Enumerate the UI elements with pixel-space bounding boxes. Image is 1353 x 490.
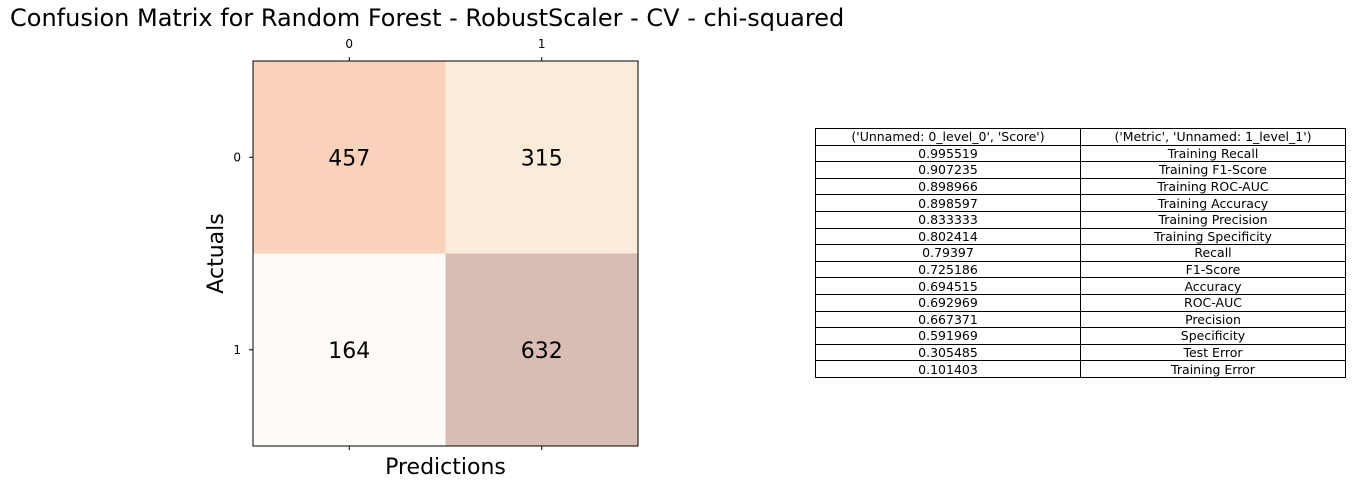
cell-value-label: 164 <box>328 339 370 364</box>
score-cell: 0.692969 <box>815 293 1081 312</box>
table-header-row: ('Unnamed: 0_level_0', 'Score') ('Metric… <box>815 128 1346 146</box>
score-cell: 0.995519 <box>815 144 1081 163</box>
matrix-cell <box>253 61 446 254</box>
table-row: 0.692969 ROC-AUC <box>815 293 1346 312</box>
confusion-matrix: 457 315 164 632 0 1 0 1 Predictions Actuals <box>204 37 639 480</box>
table-row: 0.898597 Training Accuracy <box>815 194 1346 212</box>
table-header-metric: ('Metric', 'Unnamed: 1_level_1') <box>1080 128 1346 146</box>
table-row: 0.305485 Test Error <box>815 343 1346 362</box>
metric-cell: Training Precision <box>1080 210 1346 229</box>
table-row: 0.907235 Training F1-Score <box>815 161 1346 179</box>
table-row: 0.802414 Training Specificity <box>815 227 1346 246</box>
matrix-frame <box>252 60 639 447</box>
score-cell: 0.802414 <box>815 227 1081 246</box>
table-row: 0.833333 Training Precision <box>815 210 1346 229</box>
score-cell: 0.79397 <box>815 244 1081 262</box>
score-cell: 0.101403 <box>815 360 1081 378</box>
cell-value-label: 315 <box>521 146 563 171</box>
x-tick-label: 0 <box>345 37 353 51</box>
metric-cell: Specificity <box>1080 327 1346 345</box>
metric-cell: F1-Score <box>1080 260 1346 279</box>
matrix-cell <box>445 61 638 254</box>
metric-cell: ROC-AUC <box>1080 293 1346 312</box>
score-cell: 0.898966 <box>815 177 1081 196</box>
table-row: 0.898966 Training ROC-AUC <box>815 177 1346 196</box>
x-tick-label: 1 <box>538 37 546 51</box>
table-header-score: ('Unnamed: 0_level_0', 'Score') <box>815 128 1081 146</box>
score-cell: 0.898597 <box>815 194 1081 212</box>
table-row: 0.591969 Specificity <box>815 327 1346 345</box>
score-cell: 0.591969 <box>815 327 1081 345</box>
score-cell: 0.725186 <box>815 260 1081 279</box>
metric-cell: Precision <box>1080 310 1346 329</box>
metric-cell: Test Error <box>1080 343 1346 362</box>
table-row: 0.725186 F1-Score <box>815 260 1346 279</box>
score-cell: 0.907235 <box>815 161 1081 179</box>
score-cell: 0.694515 <box>815 277 1081 295</box>
cell-value-label: 632 <box>521 339 563 364</box>
metric-cell: Training Accuracy <box>1080 194 1346 212</box>
metric-cell: Recall <box>1080 244 1346 262</box>
metric-cell: Accuracy <box>1080 277 1346 295</box>
table-row: 0.667371 Precision <box>815 310 1346 329</box>
y-axis-label: Actuals <box>204 213 229 293</box>
metrics-table: ('Unnamed: 0_level_0', 'Score') ('Metric… <box>815 128 1346 378</box>
metric-cell: Training Recall <box>1080 144 1346 163</box>
chart-title: Confusion Matrix for Random Forest - Rob… <box>10 4 845 32</box>
score-cell: 0.667371 <box>815 310 1081 329</box>
metric-cell: Training ROC-AUC <box>1080 177 1346 196</box>
matrix-cell <box>253 253 446 446</box>
table-row: 0.101403 Training Error <box>815 360 1346 378</box>
table-row: 0.995519 Training Recall <box>815 144 1346 163</box>
metric-cell: Training Error <box>1080 360 1346 378</box>
table-row: 0.694515 Accuracy <box>815 277 1346 295</box>
metric-cell: Training Specificity <box>1080 227 1346 246</box>
y-tick-label: 0 <box>233 150 241 164</box>
metric-cell: Training F1-Score <box>1080 161 1346 179</box>
table-row: 0.79397 Recall <box>815 244 1346 262</box>
cell-value-label: 457 <box>328 146 370 171</box>
x-axis-label: Predictions <box>385 455 506 480</box>
score-cell: 0.305485 <box>815 343 1081 362</box>
y-tick-label: 1 <box>233 343 241 357</box>
matrix-cell <box>445 253 638 446</box>
score-cell: 0.833333 <box>815 210 1081 229</box>
